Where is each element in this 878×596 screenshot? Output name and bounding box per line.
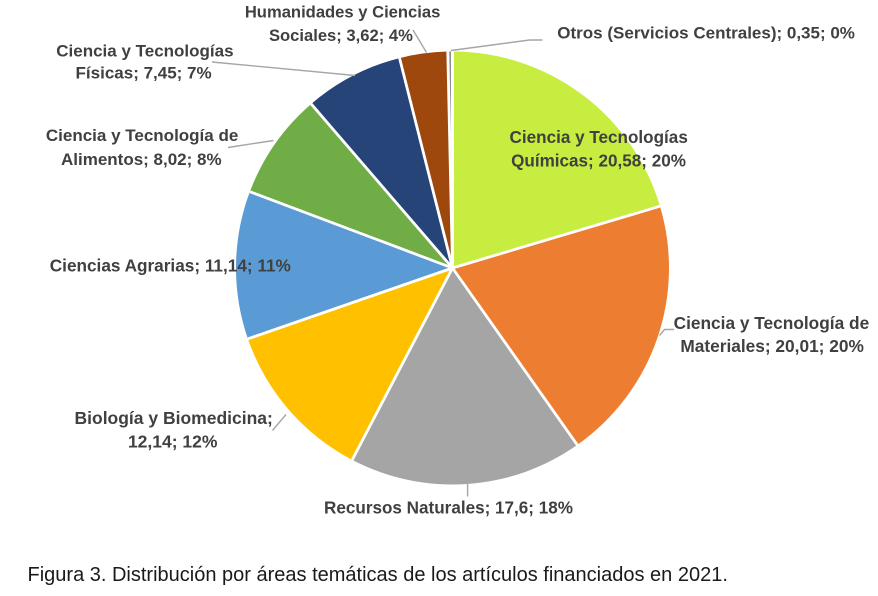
- svg-text:Sociales; 3,62; 4%: Sociales; 3,62; 4%: [269, 26, 413, 45]
- svg-text:12,14; 12%: 12,14; 12%: [128, 431, 218, 451]
- svg-text:Ciencia y Tecnología de: Ciencia y Tecnología de: [674, 313, 870, 333]
- svg-text:Alimentos; 8,02; 8%: Alimentos; 8,02; 8%: [61, 150, 222, 169]
- svg-text:Ciencia y Tecnologías: Ciencia y Tecnologías: [510, 128, 688, 147]
- svg-text:Ciencia y Tecnologías: Ciencia y Tecnologías: [56, 41, 233, 60]
- svg-text:Físicas; 7,45; 7%: Físicas; 7,45; 7%: [76, 63, 212, 82]
- svg-text:Figura 3. Distribución por áre: Figura 3. Distribución por áreas temátic…: [28, 564, 728, 586]
- svg-text:Humanidades y Ciencias: Humanidades y Ciencias: [245, 3, 441, 22]
- svg-text:Recursos Naturales; 17,6; 18%: Recursos Naturales; 17,6; 18%: [324, 498, 573, 517]
- svg-text:Químicas; 20,58; 20%: Químicas; 20,58; 20%: [511, 152, 686, 171]
- svg-text:Ciencia y Tecnología de: Ciencia y Tecnología de: [46, 126, 238, 145]
- svg-text:Otros (Servicios Centrales); 0: Otros (Servicios Centrales); 0,35; 0%: [557, 24, 855, 43]
- svg-text:Biología y Biomedicina;: Biología y Biomedicina;: [75, 408, 273, 428]
- svg-text:Materiales; 20,01; 20%: Materiales; 20,01; 20%: [680, 336, 863, 356]
- svg-text:Ciencias Agrarias; 11,14; 11%: Ciencias Agrarias; 11,14; 11%: [50, 256, 291, 276]
